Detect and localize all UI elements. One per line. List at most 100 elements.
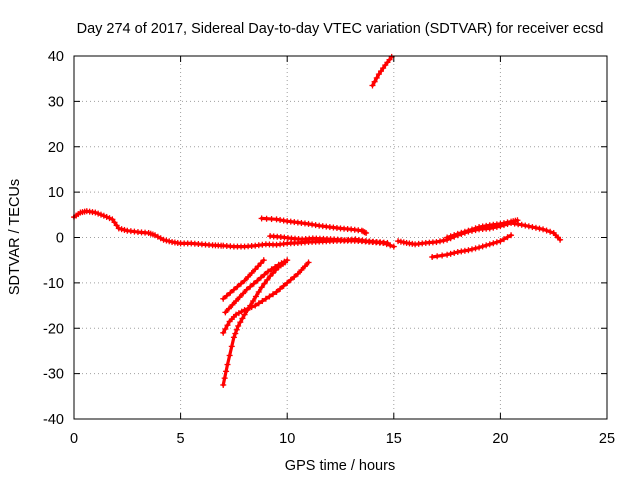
data-point <box>221 375 228 382</box>
data-point <box>254 277 261 284</box>
data-point <box>369 82 376 89</box>
data-point <box>486 241 493 248</box>
data-point <box>434 253 441 260</box>
data-point <box>223 292 230 299</box>
data-point <box>301 263 308 270</box>
data-point <box>264 276 271 283</box>
data-point <box>294 270 301 277</box>
axis-ticks <box>73 55 608 420</box>
y-tick-label: 30 <box>48 94 64 110</box>
y-tick-label: -30 <box>43 367 64 383</box>
y-tick-label: 40 <box>48 49 64 65</box>
data-point <box>113 222 120 229</box>
data-point <box>557 236 564 243</box>
data-point <box>230 286 237 293</box>
data-point <box>166 238 173 245</box>
data-point <box>233 298 240 305</box>
y-tick-label: -20 <box>43 321 64 337</box>
data-point <box>440 237 447 244</box>
data-point <box>508 232 515 239</box>
data-point <box>252 266 259 273</box>
data-point <box>255 263 262 270</box>
data-point <box>461 228 468 235</box>
data-point <box>222 326 229 333</box>
data-point <box>373 74 380 81</box>
series-arc-7 <box>429 232 515 261</box>
data-point <box>525 223 532 230</box>
data-point <box>269 270 276 277</box>
data-point <box>243 286 250 293</box>
data-point <box>237 319 244 326</box>
chart-title: Day 274 of 2017, Sidereal Day-to-day VTE… <box>77 21 604 37</box>
data-point <box>95 210 102 217</box>
data-series <box>71 53 564 388</box>
series-arc-12 <box>220 259 289 388</box>
data-point <box>287 276 294 283</box>
data-point <box>540 226 547 233</box>
x-tick-label: 15 <box>386 431 402 447</box>
y-tick-label: 0 <box>56 231 64 247</box>
data-point <box>228 343 235 350</box>
data-point <box>160 236 167 243</box>
data-point <box>504 234 511 241</box>
data-point <box>490 240 497 247</box>
data-point <box>222 309 229 316</box>
data-point <box>225 305 232 312</box>
data-point <box>247 302 254 309</box>
data-point <box>451 232 458 239</box>
x-axis-label: GPS time / hours <box>285 458 395 474</box>
data-point <box>261 271 268 278</box>
data-point <box>236 294 243 301</box>
series-trace <box>370 55 394 88</box>
data-point <box>529 224 536 231</box>
data-point <box>298 267 305 274</box>
data-point <box>100 212 107 219</box>
data-point <box>447 250 454 257</box>
data-point <box>500 220 507 227</box>
data-point <box>229 301 236 308</box>
data-point <box>272 267 279 274</box>
data-point <box>255 288 262 295</box>
x-tick-label: 20 <box>492 431 508 447</box>
data-point <box>250 298 257 305</box>
data-point <box>252 293 259 300</box>
data-point <box>378 68 385 75</box>
data-point <box>273 288 280 295</box>
data-point <box>269 291 276 298</box>
data-point <box>514 217 521 224</box>
data-point <box>111 219 118 226</box>
data-point <box>250 280 257 287</box>
data-point <box>454 230 461 237</box>
data-point <box>282 259 289 266</box>
data-point <box>436 238 443 245</box>
data-point <box>280 282 287 289</box>
data-point <box>248 270 255 277</box>
y-tick-labels: -40 -30 -20 -10 0 10 20 30 40 <box>43 49 64 428</box>
data-point <box>247 283 254 290</box>
data-point <box>465 247 472 254</box>
series-arc-3 <box>258 215 370 236</box>
y-tick-label: -10 <box>43 276 64 292</box>
data-point <box>121 226 128 233</box>
data-point <box>363 229 370 236</box>
data-point <box>375 71 382 78</box>
data-point <box>476 244 483 251</box>
x-tick-label: 5 <box>177 431 185 447</box>
data-point <box>497 238 504 245</box>
data-point <box>238 280 245 287</box>
x-tick-label: 10 <box>279 431 295 447</box>
data-point <box>483 242 490 249</box>
data-point <box>458 229 465 236</box>
series-arc-8 <box>444 217 521 241</box>
plot-frame <box>73 55 608 420</box>
data-point <box>230 334 237 341</box>
data-point <box>444 234 451 241</box>
data-point <box>103 213 110 220</box>
data-point <box>500 236 507 243</box>
data-point <box>241 277 248 284</box>
series-trace <box>72 209 223 248</box>
data-point <box>235 322 242 329</box>
y-tick-label: 10 <box>48 185 64 201</box>
data-point <box>259 298 266 305</box>
data-point <box>277 285 284 292</box>
